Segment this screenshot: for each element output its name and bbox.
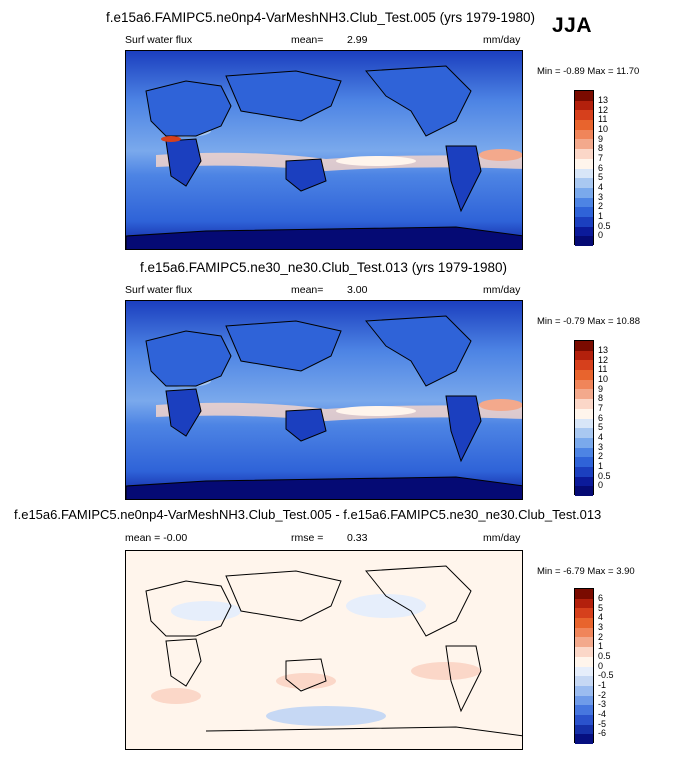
panel1-field-label: Surf water flux [125,34,193,46]
panel1-cbar-label: 2 [598,201,604,211]
panel2-colorbar [574,340,594,496]
panel3-map [125,550,523,750]
panel1-map-svg [126,51,522,249]
panel3-cbar-label: 0 [598,661,604,671]
panel3-cbar-label: 1 [598,641,604,651]
panel3-minmax: Min = -6.79 Max = 3.90 [537,566,635,577]
panel2-map [125,300,523,500]
panel1-minmax: Min = -0.89 Max = 11.70 [537,66,640,77]
panel1-cbar-label: 6 [598,163,604,173]
panel1-cbar-label: 3 [598,192,604,202]
panel3-colorbar [574,588,594,744]
panel2-cbar-label: 5 [598,422,604,432]
panel1-title: f.e15a6.FAMIPC5.ne0np4-VarMeshNH3.Club_T… [106,10,535,25]
panel2-units: mm/day [483,284,521,296]
panel1-mean-label: mean= [291,34,324,46]
panel1-cbar-label: 5 [598,172,604,182]
panel3-cbar-label: 3 [598,622,604,632]
panel2-cbar-label: 9 [598,384,604,394]
panel3-units: mm/day [483,532,521,544]
panel2-cbar-label: 11 [598,364,608,374]
panel1-map [125,50,523,250]
panel1-colorbar [574,90,594,246]
panel3-cbar-label: -3 [598,699,607,709]
panel2-cbar-label: 10 [598,374,609,384]
panel1-cbar-label: 7 [598,153,604,163]
panel1-cbar-label: 1 [598,211,604,221]
panel2-minmax: Min = -0.79 Max = 10.88 [537,316,640,327]
panel3-mean-label: mean = -0.00 [125,532,188,544]
panel3-cbar-label: 6 [598,593,604,603]
panel2-cbar-label: 3 [598,442,604,452]
panel2-mean-label: mean= [291,284,324,296]
panel1-cbar-label: 0.5 [598,221,611,231]
panel2-cbar-label: 8 [598,393,604,403]
panel2-title: f.e15a6.FAMIPC5.ne30_ne30.Club_Test.013 … [140,260,507,275]
season-label: JJA [552,14,593,37]
panel1-cbar-label: 11 [598,114,608,124]
panel3-cbar-label: -4 [598,709,607,719]
panel2-field-label: Surf water flux [125,284,193,296]
panel2-cbar-label: 1 [598,461,604,471]
panel1-cbar-label: 9 [598,134,604,144]
panel3-map-svg [126,551,522,749]
panel3-rmse-label: rmse = [291,532,324,544]
panel1-cbar-label: 12 [598,105,609,115]
panel3-cbar-label: -5 [598,719,607,729]
panel1-cbar-label: 4 [598,182,604,192]
panel2-cbar-label: 7 [598,403,604,413]
panel2-cbar-label: 6 [598,413,604,423]
panel2-cbar-label: 0 [598,480,604,490]
panel1-mean-value: 2.99 [347,34,368,46]
panel3-cbar-label: 5 [598,603,604,613]
panel3-cbar-label: -2 [598,690,607,700]
panel1-cbar-label: 10 [598,124,609,134]
panel3-cbar-label: -0.5 [598,670,614,680]
panel2-cbar-label: 0.5 [598,471,611,481]
panel1-cbar-label: 13 [598,95,609,105]
panel2-cbar-label: 13 [598,345,609,355]
panel3-rmse-value: 0.33 [347,532,368,544]
panel2-map-svg [126,301,522,499]
panel1-cbar-label: 8 [598,143,604,153]
panel1-units: mm/day [483,34,521,46]
panel3-cbar-label: 0.5 [598,651,611,661]
panel3-cbar-label: 2 [598,632,604,642]
panel2-cbar-label: 2 [598,451,604,461]
panel2-cbar-label: 4 [598,432,604,442]
panel3-cbar-label: 4 [598,612,604,622]
panel2-cbar-label: 12 [598,355,609,365]
panel2-mean-value: 3.00 [347,284,368,296]
panel1-cbar-label: 0 [598,230,604,240]
panel3-title: f.e15a6.FAMIPC5.ne0np4-VarMeshNH3.Club_T… [14,507,602,522]
panel3-cbar-label: -6 [598,728,607,738]
panel3-cbar-label: -1 [598,680,607,690]
